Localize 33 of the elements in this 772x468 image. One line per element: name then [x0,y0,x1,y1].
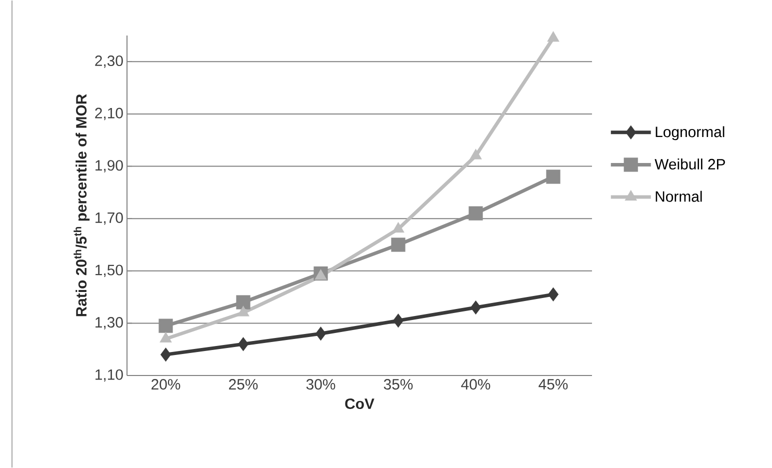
point [470,148,482,160]
point [158,318,173,333]
x-tick-label: 30% [306,379,336,390]
point [315,326,326,341]
point [314,269,327,280]
point [391,238,406,252]
point [548,287,559,302]
legend-label: Lognormal [656,126,724,140]
y-tick-label: 1,90 [96,160,123,172]
point [236,295,250,310]
y-tick-label: 1,30 [96,317,123,330]
point [160,348,172,362]
point [546,170,560,184]
legend-label: Weibull 2P [654,158,725,170]
x-tick-label: 20% [152,379,180,390]
y-tick-label: 2,10 [95,108,123,120]
legend-label: Normal [656,190,702,202]
y-tick-label: 2,30 [95,55,123,68]
x-tick-label: 35% [384,379,413,390]
y-tick-label: 1,70 [96,212,123,225]
y-axis-title: Ratio 20$^{th}$/5$^{th}$ percentile of MOR [74,94,90,316]
x-axis-title: CoV [345,398,374,410]
point [547,31,560,42]
point [238,337,249,352]
point [468,206,483,220]
point [392,314,404,328]
x-tick-label: 45% [538,379,568,390]
x-tick-label: 25% [229,379,258,390]
point [392,222,404,233]
point [470,300,482,315]
x-tick-label: 40% [461,379,490,390]
y-tick-label: 1,10 [96,369,123,382]
y-tick-label: 1,50 [96,264,123,278]
